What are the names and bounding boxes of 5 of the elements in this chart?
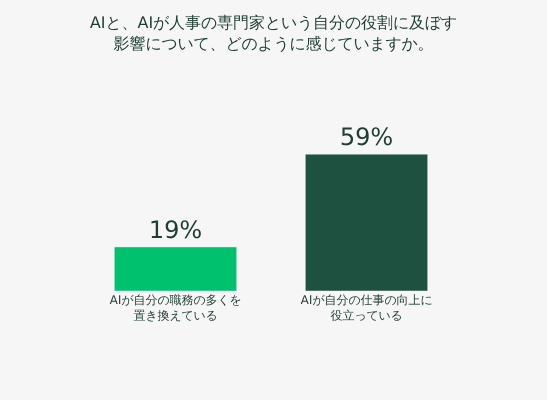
x-tick-label: AIが自分の仕事の向上に役立っている bbox=[300, 293, 432, 323]
data-label: 59% bbox=[340, 123, 394, 152]
data-label: 19% bbox=[148, 216, 202, 244]
chart-title: AIと、AIが人事の専門家という自分の役割に及ぼす影響について、どのように感じていますか。 bbox=[90, 13, 458, 53]
x-tick-label: AIが自分の職務の多くを置き換えている bbox=[110, 293, 242, 323]
